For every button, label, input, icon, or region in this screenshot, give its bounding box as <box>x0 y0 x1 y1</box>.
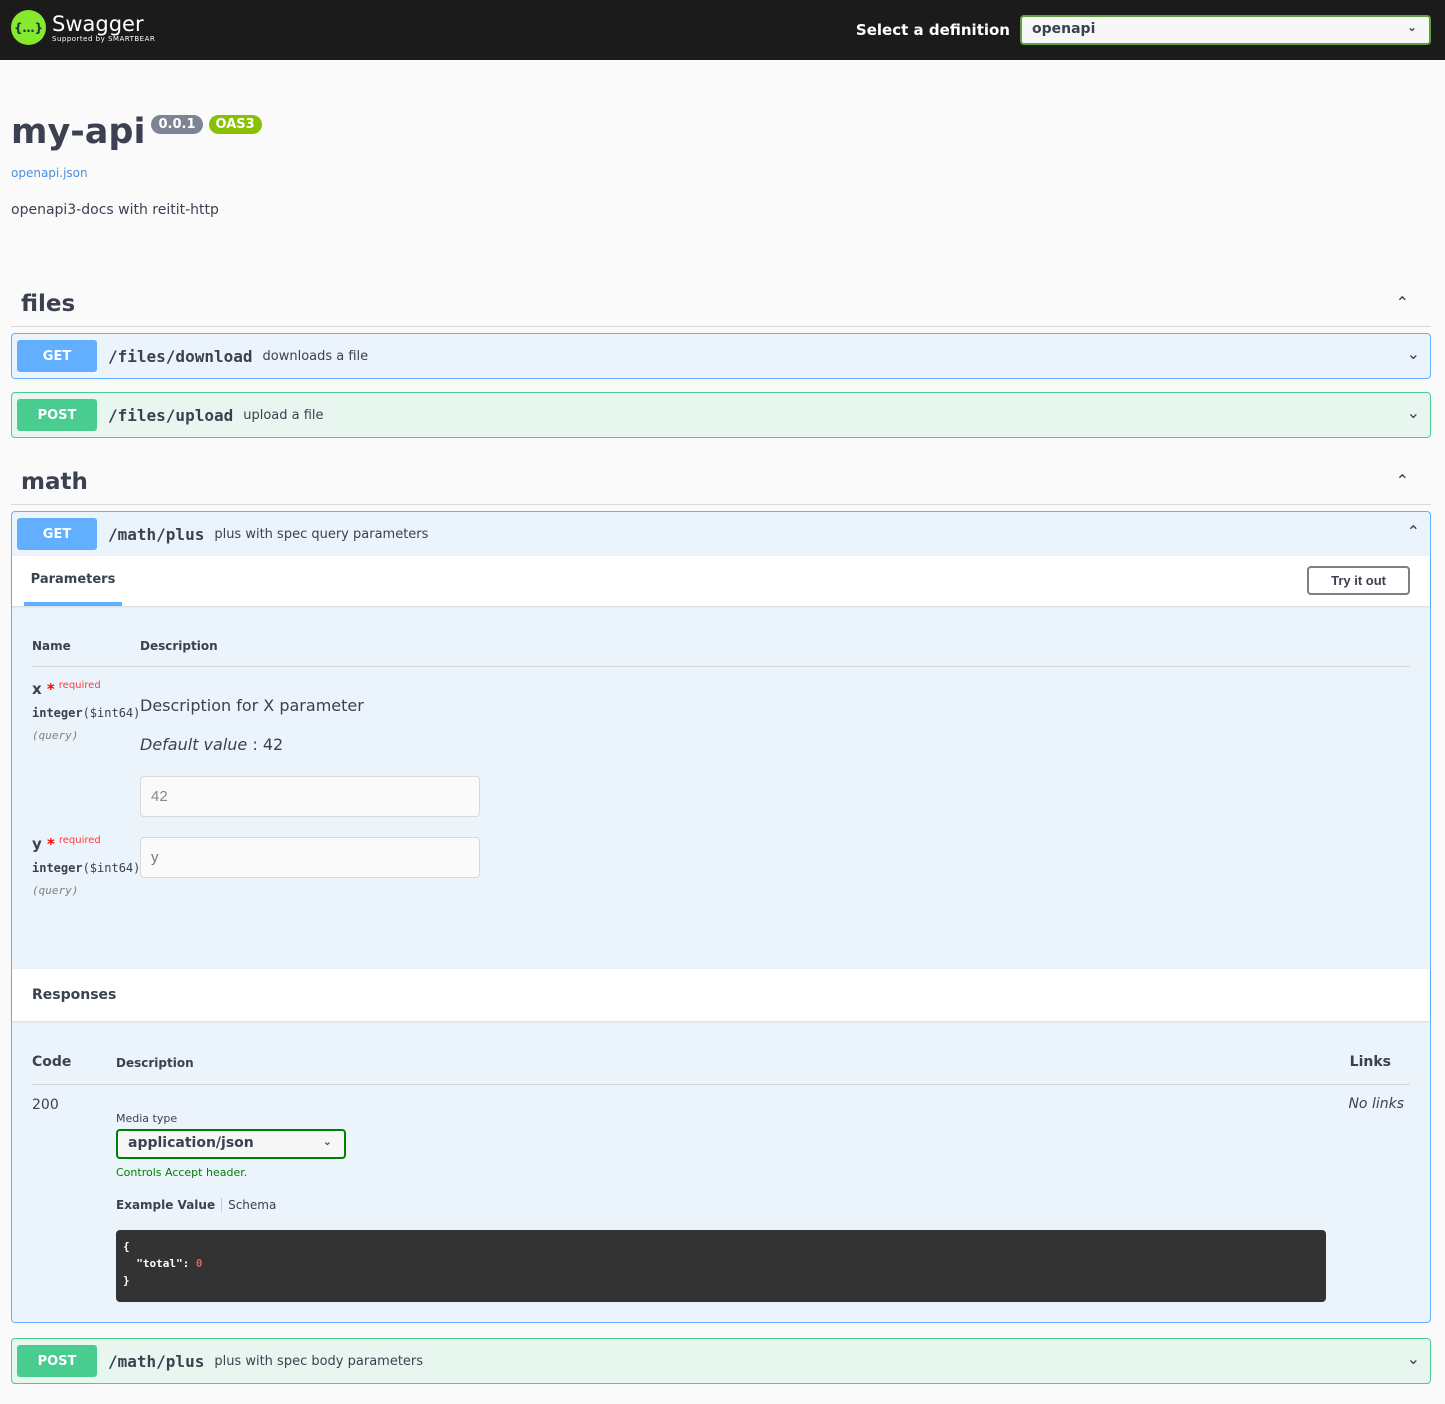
col-name: Name <box>32 639 71 653</box>
method-badge: GET <box>17 518 97 550</box>
chevron-down-icon: ⌄ <box>1406 20 1417 34</box>
oas-badge: OAS3 <box>208 115 262 134</box>
method-badge: POST <box>17 1345 97 1377</box>
op-summary-bar[interactable]: GET/math/plus plus with spec query parame… <box>12 512 1430 556</box>
col-description: Description <box>140 639 218 653</box>
no-links: No links <box>1348 1096 1404 1112</box>
swagger-logo[interactable]: {…} Swagger Supported by SMARTBEAR <box>11 10 155 45</box>
chevron-down-icon[interactable]: ⌄ <box>1406 344 1420 363</box>
tag-title: files <box>21 290 76 317</box>
op-summary: plus with spec body parameters <box>214 1353 424 1369</box>
method-badge: GET <box>17 340 97 372</box>
tag-files[interactable]: files ⌃ <box>11 281 1431 327</box>
api-description: openapi3-docs with reitit-http <box>11 202 219 218</box>
responses-header: Responses <box>12 969 1430 1021</box>
required-label: required <box>58 835 101 846</box>
op-path: /math/plus <box>108 1351 205 1371</box>
param-format: ($int64) <box>82 861 141 875</box>
example-value-code: { "total": 0 } <box>116 1230 1326 1302</box>
tab-schema[interactable]: Schema <box>228 1198 277 1212</box>
media-type-hint: Controls Accept header. <box>116 1166 248 1179</box>
default-label: Default value <box>140 735 248 754</box>
tab-example-value[interactable]: Example Value <box>116 1198 223 1212</box>
tag-title: math <box>21 468 88 495</box>
col-description: Description <box>116 1056 194 1070</box>
method-badge: POST <box>17 399 97 431</box>
response-code: 200 <box>32 1097 59 1113</box>
op-get-math-plus: GET/math/plus plus with spec query parame… <box>11 511 1431 1323</box>
default-value: : 42 <box>252 735 284 754</box>
param-type: integer <box>32 706 83 720</box>
swagger-logo-icon: {…} <box>11 10 46 45</box>
version-badge: 0.0.1 <box>151 115 203 134</box>
chevron-down-icon[interactable]: ⌄ <box>1406 403 1420 422</box>
col-links: Links <box>1349 1054 1391 1070</box>
required-label: required <box>58 680 101 691</box>
required-star: * <box>47 835 55 853</box>
chevron-down-icon: ⌄ <box>322 1135 332 1148</box>
param-format: ($int64) <box>82 706 141 720</box>
op-path: /math/plus <box>108 524 205 544</box>
definition-label: Select a definition <box>855 21 1010 39</box>
op-get-files-download[interactable]: GET/files/download downloads a file ⌄ <box>11 333 1431 379</box>
param-name: y <box>32 835 42 853</box>
col-code: Code <box>32 1054 72 1070</box>
op-post-math-plus[interactable]: POST/math/plus plus with spec body parame… <box>11 1338 1431 1384</box>
param-in: (query) <box>32 884 79 897</box>
param-x-input[interactable] <box>140 776 480 817</box>
tag-math[interactable]: math ⌃ <box>11 459 1431 505</box>
param-type: integer <box>32 861 83 875</box>
definition-select[interactable]: openapi ⌄ <box>1020 15 1431 45</box>
op-summary: plus with spec query parameters <box>214 526 429 542</box>
try-it-out-button[interactable]: Try it out <box>1307 566 1410 595</box>
media-type-value: application/json <box>128 1135 254 1151</box>
op-path: /files/download <box>108 346 253 366</box>
required-star: * <box>46 680 55 698</box>
spec-link[interactable]: openapi.json <box>11 166 88 180</box>
api-info: my-api 0.0.1 OAS3 openapi.json openapi3-do… <box>11 112 262 218</box>
chevron-up-icon[interactable]: ⌃ <box>1406 522 1420 541</box>
op-summary: upload a file <box>243 407 324 423</box>
api-title: my-api <box>11 112 146 152</box>
param-in: (query) <box>32 729 79 742</box>
op-summary: downloads a file <box>262 348 369 364</box>
param-description: Description for X parameter <box>140 696 364 715</box>
op-path: /files/upload <box>108 405 234 425</box>
op-post-files-upload[interactable]: POST/files/upload upload a file ⌄ <box>11 392 1431 438</box>
logo-subtext: Supported by SMARTBEAR <box>52 34 156 43</box>
param-y-input[interactable] <box>140 837 480 878</box>
parameters-section: Name Description x * required integer($in… <box>12 606 1430 969</box>
param-name: x <box>32 680 42 698</box>
tab-parameters[interactable]: Parameters <box>24 556 122 606</box>
chevron-up-icon: ⌃ <box>1395 471 1409 490</box>
chevron-down-icon[interactable]: ⌄ <box>1406 1349 1420 1368</box>
topbar: {…} Swagger Supported by SMARTBEAR Select… <box>0 0 1445 60</box>
logo-text: Swagger <box>52 11 144 36</box>
responses-section: Code Description Links 200 Media type ap… <box>12 1021 1430 1322</box>
chevron-up-icon: ⌃ <box>1395 293 1409 312</box>
definition-value: openapi <box>1032 21 1096 37</box>
media-type-select[interactable]: application/json ⌄ <box>116 1129 346 1159</box>
media-type-label: Media type <box>116 1112 178 1125</box>
